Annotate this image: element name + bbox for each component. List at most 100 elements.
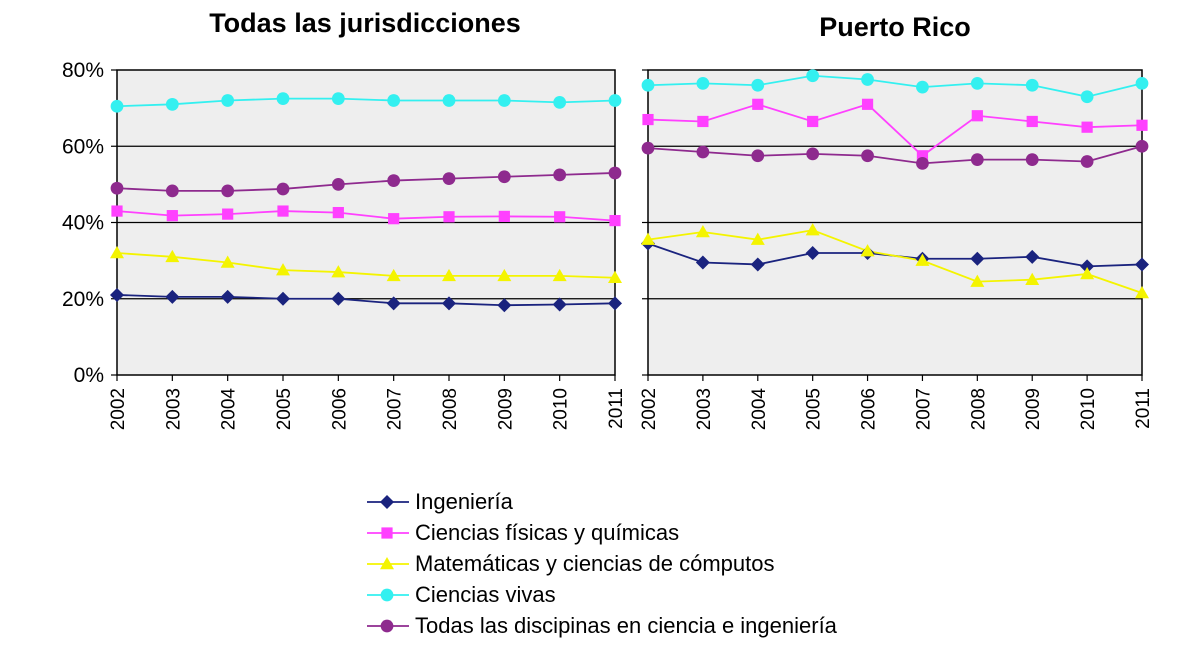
legend-item: Ciencias físicas y químicas <box>365 517 837 548</box>
data-point <box>386 296 401 311</box>
data-point <box>442 268 456 282</box>
data-point <box>608 166 622 180</box>
x-tick-label: 2005 <box>274 388 295 430</box>
data-point <box>220 255 235 268</box>
data-point <box>1080 90 1094 104</box>
panel-title: Todas las jurisdicciones <box>209 8 521 38</box>
data-point <box>752 98 764 110</box>
legend-marker <box>380 619 394 632</box>
y-tick-label: 60% <box>62 135 104 158</box>
data-point <box>1080 259 1095 274</box>
data-point <box>221 94 235 107</box>
data-point <box>696 76 710 90</box>
x-tick-label: 2009 <box>1023 388 1044 430</box>
series-line <box>647 145 1143 165</box>
legend: Ingeniería Ciencias físicas y químicas Mat… <box>365 486 837 641</box>
legend-symbol <box>367 588 409 601</box>
legend-label: Matemáticas y ciencias de cómputos <box>415 550 775 576</box>
data-point <box>1136 119 1148 131</box>
data-point <box>916 80 929 94</box>
legend-item: Matemáticas y ciencias de cómputos <box>365 548 837 579</box>
data-point <box>641 232 655 245</box>
legend-marker <box>380 588 394 601</box>
data-point <box>497 298 512 313</box>
data-point <box>111 205 123 217</box>
x-tick-label: 2011 <box>1133 388 1154 429</box>
series-line <box>116 172 616 192</box>
x-tick-label: 2004 <box>219 388 240 431</box>
data-point <box>1135 76 1149 90</box>
x-tick-label: 2004 <box>749 388 770 431</box>
data-point <box>497 94 511 107</box>
data-point <box>552 268 567 282</box>
data-point <box>276 92 290 105</box>
data-point <box>608 270 622 284</box>
panel-puerto-rico: Puerto Rico 2002 2003 2004 2005 2006 2007 2008… <box>639 12 1154 430</box>
legend-marker <box>380 556 394 569</box>
panel-title: Puerto Rico <box>819 12 971 42</box>
data-point <box>806 147 820 161</box>
data-point <box>642 113 654 126</box>
x-tick-label: 2010 <box>551 388 572 430</box>
x-tick-label: 2003 <box>163 388 184 430</box>
data-point <box>221 184 235 198</box>
legend-symbol <box>367 619 409 632</box>
x-tick-label: 2003 <box>694 388 715 430</box>
x-tick-label: 2008 <box>440 388 461 430</box>
data-point <box>166 210 178 222</box>
x-tick-label: 2005 <box>804 388 825 430</box>
data-point <box>498 210 510 222</box>
legend-marker <box>380 494 394 509</box>
data-point <box>805 246 820 260</box>
data-point <box>861 73 874 86</box>
data-point <box>695 255 710 270</box>
data-point <box>608 296 622 311</box>
legend-label: Ingeniería <box>415 488 513 514</box>
data-point <box>386 268 401 282</box>
data-point <box>165 289 180 304</box>
data-point <box>276 182 290 196</box>
data-point <box>1025 78 1039 92</box>
data-point <box>277 205 289 217</box>
y-tick-label: 80% <box>62 59 104 82</box>
x-tick-label: 2007 <box>913 388 934 430</box>
series-line <box>116 97 616 108</box>
legend-symbol <box>367 526 409 539</box>
data-point <box>696 145 710 159</box>
data-point <box>331 291 346 306</box>
data-point <box>750 232 765 245</box>
series-line <box>647 74 1143 98</box>
legend-item: Ciencias vivas <box>365 579 837 610</box>
data-point <box>750 257 765 272</box>
series-line <box>116 210 616 222</box>
data-point <box>222 208 234 220</box>
x-tick-label: 2006 <box>859 388 880 430</box>
charts-area: Todas las jurisdicciones 0% 20% 40% 60% 80% 2… <box>62 8 1154 430</box>
data-point <box>1080 266 1095 280</box>
data-point <box>861 98 874 110</box>
data-point <box>553 168 567 182</box>
data-point <box>387 174 401 187</box>
data-point <box>609 214 621 227</box>
y-tick-label: 0% <box>74 364 104 387</box>
legend-symbol <box>367 556 409 569</box>
data-point <box>916 157 929 170</box>
y-tick-label: 40% <box>62 212 104 235</box>
y-tick-label: 20% <box>62 288 104 311</box>
x-tick-label: 2002 <box>108 388 129 430</box>
data-point <box>608 94 622 107</box>
legend-item: Todas las discipinas en ciencia e ingeni… <box>365 610 837 641</box>
data-point <box>751 149 765 163</box>
data-point <box>331 92 345 105</box>
data-point <box>641 78 655 92</box>
data-point <box>110 287 124 302</box>
data-point <box>641 141 655 155</box>
data-point <box>552 297 567 312</box>
data-point <box>697 115 709 128</box>
data-point <box>387 94 401 107</box>
series-line <box>647 103 1143 157</box>
panel-todas-jurisdicciones: Todas las jurisdicciones 0% 20% 40% 60% 80% 2… <box>62 8 627 430</box>
data-point <box>695 225 710 238</box>
data-point <box>331 178 345 191</box>
data-point <box>860 244 875 257</box>
